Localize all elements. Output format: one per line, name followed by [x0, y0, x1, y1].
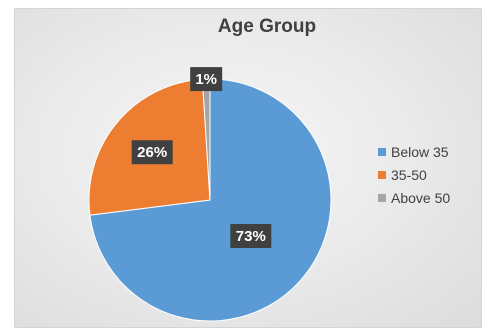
legend-swatch-35-50	[378, 170, 386, 179]
data-label-box	[190, 67, 223, 92]
data-label-text: 26%	[137, 144, 167, 161]
data-label-above-50: 1%	[190, 67, 223, 92]
legend-swatch-above-50	[378, 193, 386, 202]
data-label-text: 1%	[195, 71, 217, 88]
legend-item-below-35: Below 35	[378, 140, 450, 163]
chart-title: Age Group	[217, 16, 317, 37]
chart-legend: Below 35 35-50 Above 50	[378, 140, 450, 209]
pie-slices	[88, 78, 332, 322]
data-label-box	[131, 140, 173, 165]
data-label-text: 73%	[236, 228, 266, 245]
legend-item-35-50: 35-50	[378, 163, 450, 186]
legend-swatch-below-35	[378, 147, 386, 156]
legend-label: Below 35	[391, 143, 449, 160]
data-label-below-35: 73%	[230, 224, 272, 248]
data-label-box	[230, 224, 272, 248]
legend-label: Above 50	[391, 189, 451, 206]
legend-label: 35-50	[391, 166, 427, 183]
pie-data-labels: 73% 26% 1%	[131, 67, 272, 248]
legend-item-above-50: Above 50	[378, 186, 450, 209]
data-label-35-50: 26%	[131, 140, 173, 165]
